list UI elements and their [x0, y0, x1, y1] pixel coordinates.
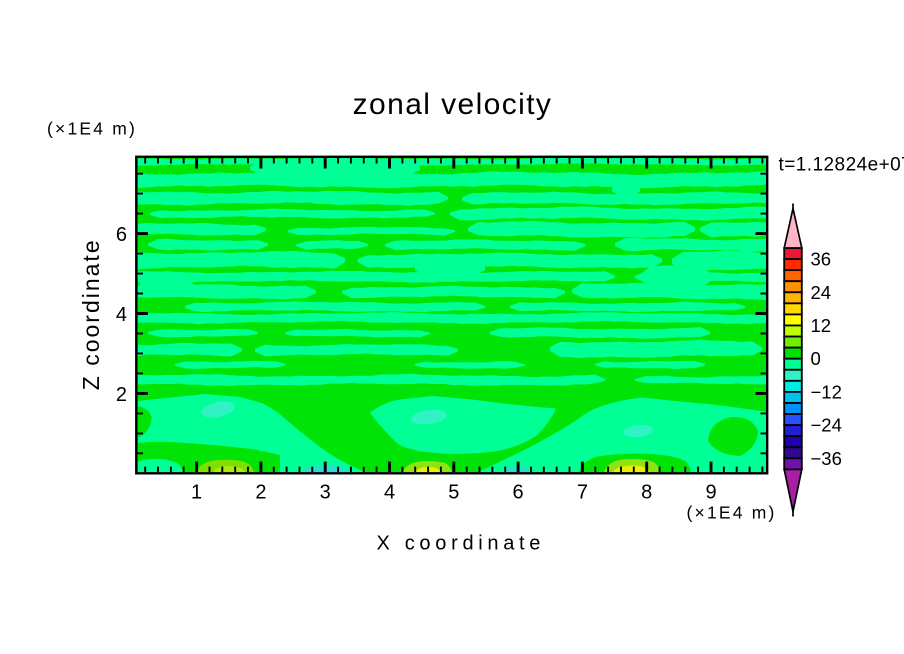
- svg-text:8: 8: [641, 481, 652, 503]
- svg-text:−36: −36: [811, 448, 842, 469]
- svg-text:2: 2: [116, 384, 127, 406]
- svg-text:24: 24: [811, 282, 832, 303]
- svg-text:(×1E4 m): (×1E4 m): [47, 119, 137, 139]
- svg-text:6: 6: [513, 481, 524, 503]
- svg-text:−24: −24: [811, 415, 842, 436]
- svg-text:4: 4: [384, 481, 395, 503]
- svg-text:2: 2: [255, 481, 266, 503]
- svg-text:t=1.12824e+07: t=1.12824e+07: [779, 154, 904, 175]
- svg-text:Z coordinate: Z coordinate: [78, 238, 104, 390]
- svg-text:X coordinate: X coordinate: [376, 533, 545, 555]
- svg-text:zonal velocity: zonal velocity: [353, 88, 553, 121]
- svg-text:3: 3: [320, 481, 331, 503]
- svg-text:5: 5: [448, 481, 459, 503]
- svg-text:36: 36: [811, 249, 832, 270]
- svg-text:7: 7: [577, 481, 588, 503]
- svg-text:0: 0: [811, 348, 821, 369]
- svg-text:−12: −12: [811, 381, 842, 402]
- svg-text:(×1E4 m): (×1E4 m): [687, 503, 777, 523]
- svg-text:1: 1: [191, 481, 202, 503]
- svg-text:12: 12: [811, 315, 832, 336]
- svg-text:4: 4: [116, 304, 127, 326]
- svg-text:9: 9: [705, 481, 716, 503]
- svg-text:6: 6: [116, 224, 127, 246]
